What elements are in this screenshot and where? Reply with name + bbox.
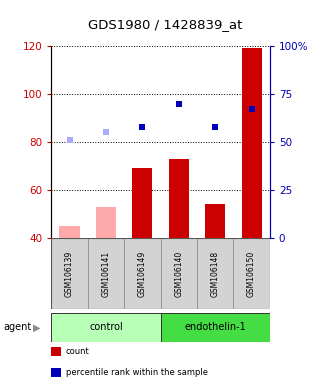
Bar [197,238,233,309]
Text: control: control [89,322,123,333]
Bar [161,238,197,309]
Text: GSM106140: GSM106140 [174,250,183,297]
Text: GSM106149: GSM106149 [138,250,147,297]
Bar [88,238,124,309]
Text: ▶: ▶ [33,322,40,333]
Bar [51,238,88,309]
Bar [205,204,225,238]
Bar [242,48,261,238]
Bar [60,226,79,238]
Text: count: count [66,347,89,356]
Bar [132,169,152,238]
Text: GDS1980 / 1428839_at: GDS1980 / 1428839_at [88,18,243,31]
Text: percentile rank within the sample: percentile rank within the sample [66,368,208,377]
Text: GSM106141: GSM106141 [101,250,111,297]
Text: agent: agent [3,322,31,333]
Bar [169,159,189,238]
Text: GSM106148: GSM106148 [211,250,220,297]
Text: GSM106139: GSM106139 [65,250,74,297]
Bar [51,313,161,342]
Text: GSM106150: GSM106150 [247,250,256,297]
Bar [233,238,270,309]
Bar [161,313,270,342]
Bar [124,238,161,309]
Bar [96,207,116,238]
Text: endothelin-1: endothelin-1 [184,322,246,333]
